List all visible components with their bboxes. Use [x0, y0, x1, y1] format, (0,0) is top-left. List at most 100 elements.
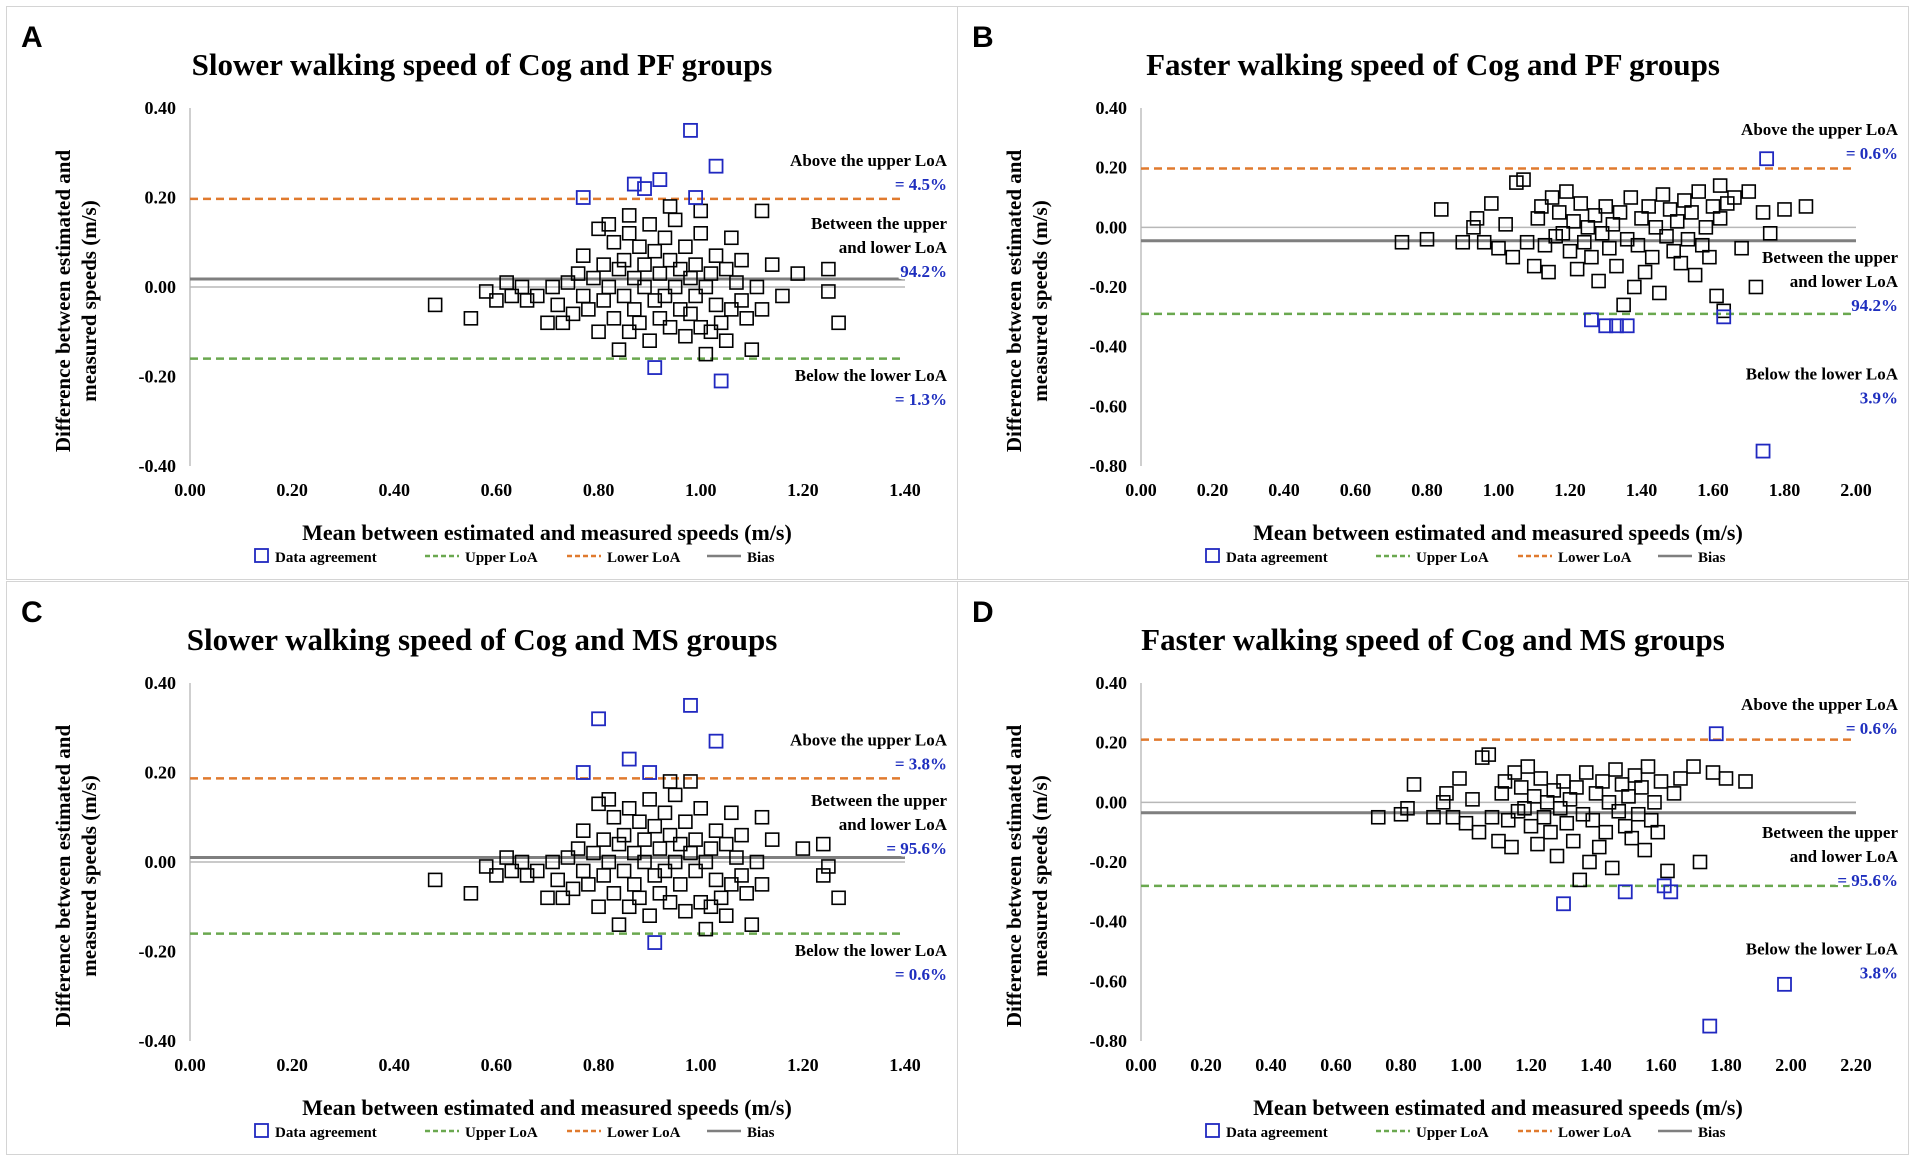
x-tick-label: 1.80: [1710, 1055, 1742, 1075]
data-point: [734, 827, 749, 843]
y-tick-label: 0.40: [1096, 98, 1128, 118]
data-point: [545, 279, 560, 295]
data-point: [621, 801, 637, 816]
data-point: [545, 854, 560, 870]
data-point-outside-loa: [642, 765, 658, 780]
loa-annotation: Below the lower LoA = 0.6%: [792, 938, 950, 986]
data-point: [504, 288, 520, 304]
data-point: [611, 261, 627, 277]
y-tick-label: 0.20: [1096, 158, 1128, 178]
data-point: [555, 315, 571, 331]
data-point: [575, 823, 591, 838]
data-point: [1798, 199, 1814, 214]
data-point: [1400, 801, 1415, 816]
legend-label: Upper LoA: [465, 1125, 538, 1141]
loa-annotation: Below the lower LoA = 1.3%: [792, 363, 950, 411]
annotation-value: 3.9%: [1860, 388, 1898, 407]
data-point: [1647, 795, 1662, 810]
loa-annotation: Above the upper LoA = 0.6%: [1739, 692, 1902, 740]
data-point: [463, 311, 479, 326]
x-axis-title: Mean between estimated and measured spee…: [1253, 1095, 1743, 1120]
data-point: [1637, 264, 1653, 280]
y-tick-label: -0.40: [139, 456, 177, 476]
data-point: [621, 324, 637, 340]
data-point: [596, 293, 611, 308]
panel-a: A Slower walking speed of Cog and PF gro…: [6, 6, 958, 580]
data-point: [1650, 824, 1666, 840]
data-point: [1652, 285, 1667, 301]
data-point: [591, 796, 606, 812]
data-point: [1523, 818, 1539, 834]
data-point: [1491, 240, 1506, 256]
legend-label: Lower LoA: [607, 550, 681, 566]
data-point: [1562, 243, 1578, 259]
data-point: [1435, 795, 1451, 810]
x-tick-label: 2.20: [1840, 1055, 1872, 1075]
data-point: [581, 302, 596, 317]
data-point: [693, 894, 709, 910]
data-point: [1591, 273, 1606, 289]
data-point: [1666, 243, 1681, 259]
data-point: [616, 252, 632, 268]
data-point: [581, 877, 596, 892]
y-axis-title-line2: measured speeds (m/s): [77, 775, 101, 976]
loa-annotation: Between the upper and lower LoA = 95.6%: [809, 789, 951, 861]
data-point: [1471, 824, 1487, 840]
data-point: [1712, 178, 1728, 193]
annotation-value: 3.8%: [1860, 963, 1898, 982]
annotation-label: and lower LoA: [1790, 272, 1899, 291]
data-point-outside-loa: [1755, 443, 1771, 459]
chart-title: Faster walking speed of Cog and MS group…: [1141, 622, 1725, 657]
data-point: [627, 877, 642, 892]
data-point: [1520, 759, 1536, 774]
data-point: [1617, 818, 1633, 834]
loa-annotation: Between the upper and lower LoA = 95.6%: [1760, 821, 1902, 893]
data-point: [734, 252, 749, 268]
data-point: [611, 836, 627, 852]
data-point: [1555, 226, 1571, 241]
y-tick-label: 0.00: [145, 852, 177, 872]
x-axis-title: Mean between estimated and measured spee…: [302, 1095, 792, 1120]
legend-label: Data agreement: [275, 550, 377, 566]
annotation-value: = 1.3%: [895, 390, 947, 409]
data-point: [1458, 815, 1474, 831]
data-point: [1601, 795, 1617, 810]
data-point: [652, 886, 668, 901]
x-tick-label: 0.60: [1340, 480, 1372, 500]
data-point: [1641, 199, 1656, 214]
annotation-label: Between the upper: [811, 214, 947, 233]
data-point: [1762, 226, 1778, 241]
legend-label: Lower LoA: [607, 1125, 681, 1141]
data-point: [744, 917, 760, 932]
data-point: [1573, 196, 1589, 211]
legend-marker-icon: [1205, 548, 1220, 563]
data-point: [427, 872, 443, 888]
data-point: [693, 801, 709, 816]
data-point: [657, 805, 673, 821]
annotation-label: Between the upper: [1762, 248, 1898, 267]
data-point: [1530, 211, 1546, 226]
data-point: [652, 841, 668, 856]
panel-c: C Slower walking speed of Cog and MS gro…: [6, 581, 958, 1155]
data-point: [1662, 202, 1678, 217]
data-point: [698, 346, 714, 362]
y-tick-label: -0.40: [139, 1031, 177, 1051]
data-point: [775, 288, 790, 304]
x-axis-title: Mean between estimated and measured spee…: [1253, 520, 1743, 545]
data-point-outside-loa: [637, 181, 652, 196]
data-point: [1705, 199, 1721, 214]
data-point: [724, 230, 739, 246]
data-point-outside-loa: [591, 711, 606, 727]
data-point: [1698, 220, 1714, 235]
data-point: [1526, 789, 1542, 804]
x-tick-label: 1.60: [1697, 480, 1729, 500]
legend-label: Lower LoA: [1558, 1125, 1632, 1141]
data-point: [555, 890, 571, 906]
data-point: [1659, 228, 1674, 244]
annotation-label: and lower LoA: [1790, 847, 1899, 866]
data-point: [632, 890, 647, 906]
y-tick-label: -0.40: [1090, 912, 1128, 932]
data-point: [586, 845, 601, 861]
data-point: [1566, 214, 1581, 229]
annotation-label: Above the upper LoA: [1741, 695, 1899, 714]
